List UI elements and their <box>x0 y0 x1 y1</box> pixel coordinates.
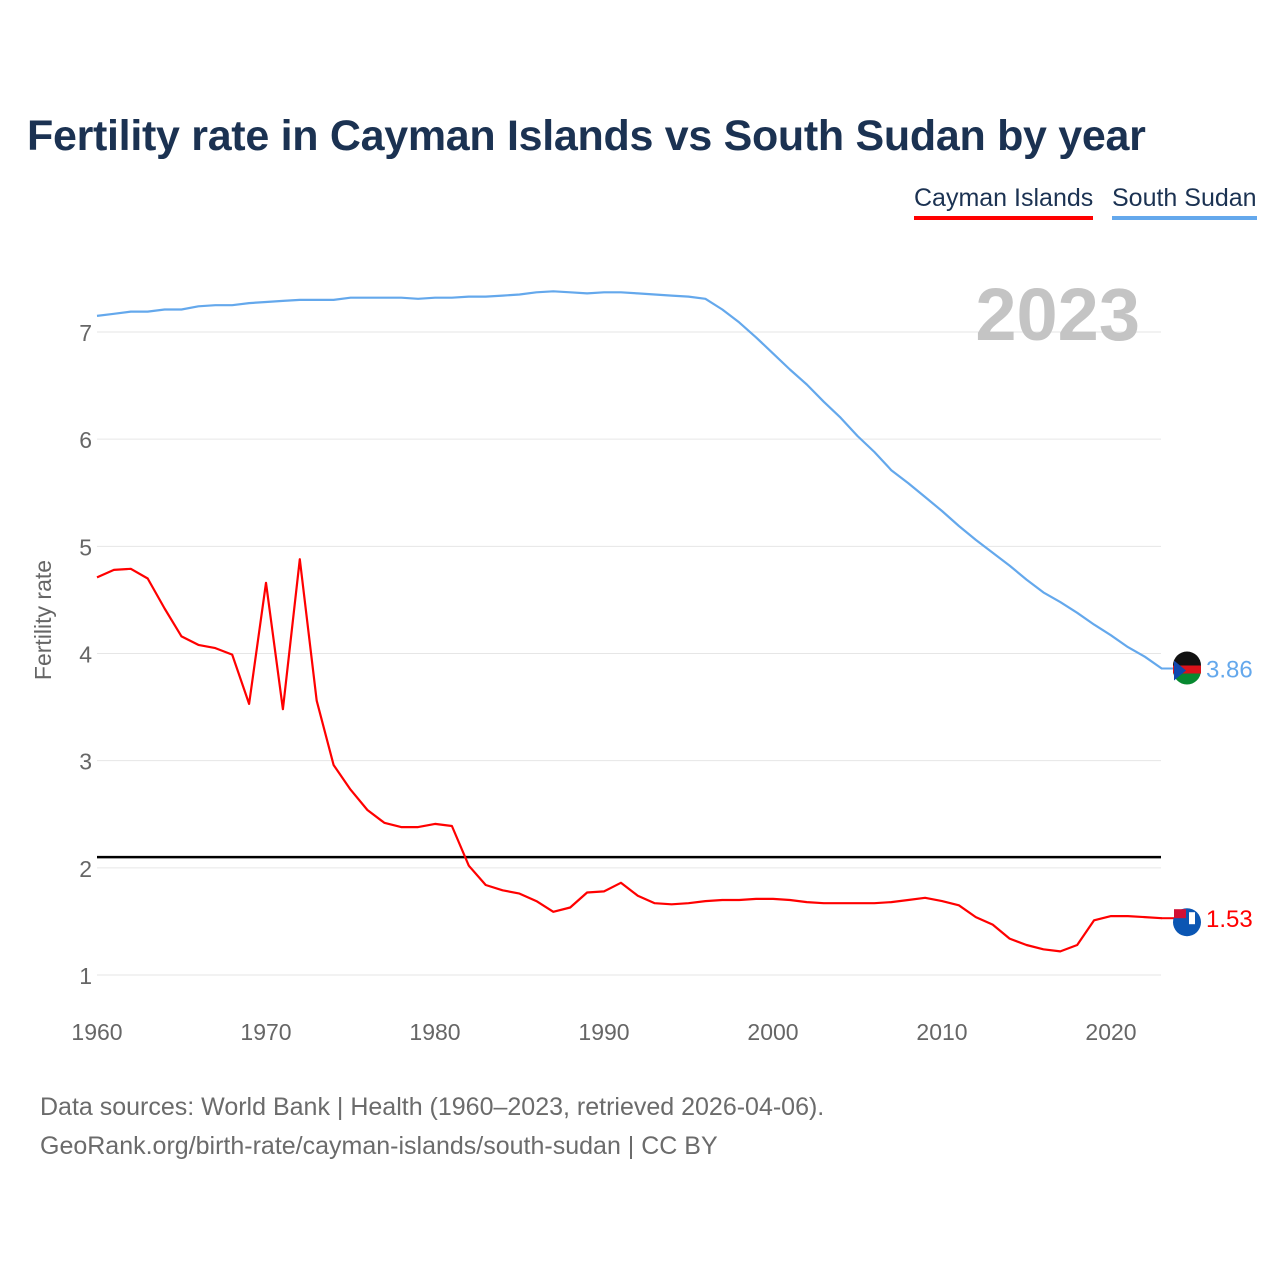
y-tick-label: 4 <box>79 642 92 668</box>
chart-title: Fertility rate in Cayman Islands vs Sout… <box>27 112 1146 160</box>
y-tick-label: 5 <box>79 534 92 560</box>
legend-cayman-islands[interactable]: Cayman Islands <box>914 184 1094 220</box>
series-line-cayman-islands <box>96 558 1162 953</box>
y-tick-label: 3 <box>79 749 92 775</box>
y-tick-label: 6 <box>79 427 92 453</box>
flag-triangle <box>1174 660 1186 681</box>
x-tick-label: 1990 <box>578 1019 629 1045</box>
flag-canton <box>1174 909 1186 919</box>
x-tick-label: 2010 <box>916 1019 967 1045</box>
x-tick-label: 1970 <box>240 1019 291 1045</box>
source-note: Data sources: World Bank | Health (1960–… <box>40 1088 824 1166</box>
x-tick-label: 2020 <box>1085 1019 1136 1045</box>
y-tick-label: 7 <box>79 320 92 346</box>
y-tick-label: 2 <box>79 856 92 882</box>
legend-south-sudan[interactable]: South Sudan <box>1112 184 1257 220</box>
flag-band-red <box>1173 665 1201 674</box>
series-line-south-sudan <box>96 290 1163 670</box>
year-label: 2023 <box>975 273 1140 356</box>
flag-band-black <box>1173 651 1201 666</box>
source-line: Data sources: World Bank | Health (1960–… <box>40 1093 825 1121</box>
y-axis-label: Fertility rate <box>30 560 56 680</box>
series-end-label: 3.86 <box>1206 657 1253 684</box>
series-end-label: 1.53 <box>1206 906 1253 933</box>
x-tick-label: 1980 <box>409 1019 460 1045</box>
y-tick-label: 1 <box>79 963 92 989</box>
x-tick-label: 2000 <box>747 1019 798 1045</box>
x-tick-label: 1960 <box>71 1019 122 1045</box>
source-url[interactable]: GeoRank.org/birth-rate/cayman-islands/so… <box>40 1132 718 1160</box>
flag-shield <box>1189 912 1195 925</box>
